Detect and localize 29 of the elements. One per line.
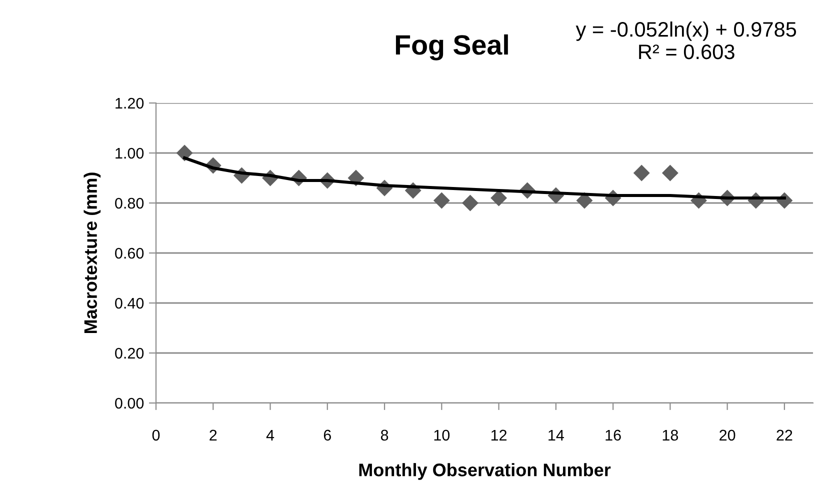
point <box>662 164 678 182</box>
point <box>176 144 193 162</box>
x-tick-label: 22 <box>776 430 792 440</box>
y-tick-label: 0.00 <box>115 398 144 409</box>
point <box>490 190 507 206</box>
x-tick-label: 18 <box>662 430 678 441</box>
x-tick-label: 6 <box>324 430 331 441</box>
x-tick-label: 10 <box>434 430 450 441</box>
y-tick-label: 0.80 <box>115 198 144 209</box>
point <box>433 192 450 209</box>
x-tick-label: 16 <box>606 430 621 441</box>
x-tick-label: 2 <box>210 430 217 440</box>
point <box>633 164 650 182</box>
x-tick-label: 14 <box>548 430 564 440</box>
text: y = -0.052ln(x) + 0.9785 R² = 0.603 <box>576 21 796 60</box>
y-tick-label: 1.00 <box>116 148 144 159</box>
y-tick-label: 0.20 <box>115 348 144 359</box>
y-tick-label: 0.60 <box>115 248 144 259</box>
y-tick-label: 0.40 <box>115 298 144 309</box>
y-axis-title: Macrotexture (mm) <box>84 172 101 334</box>
x-tick-label: 0 <box>152 430 160 441</box>
chart-title: Fog Seal <box>396 34 508 60</box>
y-tick-label: 1.20 <box>116 98 144 109</box>
point <box>462 194 478 212</box>
x-tick-label: 4 <box>266 430 274 440</box>
x-tick-label: 20 <box>720 430 736 441</box>
x-axis-title: Monthly Observation Number <box>359 463 611 480</box>
x-tick-label: 12 <box>491 430 507 440</box>
x-tick-label: 8 <box>380 430 388 441</box>
